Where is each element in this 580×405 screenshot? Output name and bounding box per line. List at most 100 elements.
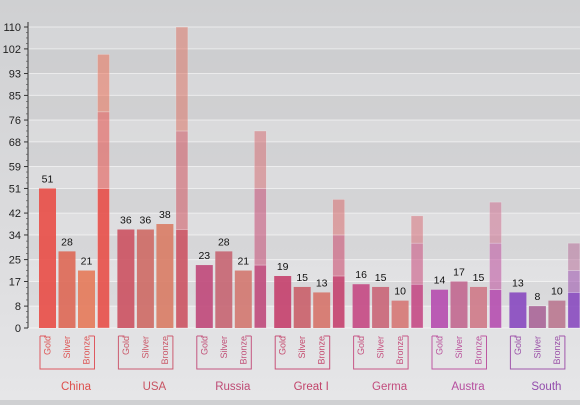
y-tick-label: 68	[9, 137, 21, 149]
medal-label-silver: Silver	[62, 336, 72, 359]
medal-label-gold: Gold	[278, 336, 288, 355]
bar-value-label: 21	[237, 256, 249, 268]
medal-label-bronze: Bronze	[552, 336, 562, 365]
bar-value-label: 14	[434, 275, 446, 287]
grid-band	[28, 27, 580, 49]
stacked-segment-gold[interactable]	[254, 264, 267, 329]
stacked-segment-bronze[interactable]	[567, 242, 580, 271]
category-label: Austra	[451, 381, 485, 393]
y-axis: 0 8 17 25 34 42 51 59 68 76 85 93 102 110	[3, 22, 29, 335]
bar-value-label: 36	[140, 214, 152, 226]
bar-value-label: 10	[394, 286, 406, 298]
medal-label-bronze: Bronze	[474, 336, 484, 365]
bar-bronze[interactable]	[78, 270, 95, 328]
bar-silver[interactable]	[528, 306, 546, 328]
bar-value-label: 13	[316, 277, 328, 289]
bar-value-label: 36	[120, 214, 132, 226]
stacked-segment-gold[interactable]	[489, 289, 502, 329]
stacked-segment-silver[interactable]	[489, 242, 502, 290]
medal-label-gold: Gold	[199, 336, 209, 355]
medal-label-bronze: Bronze	[82, 336, 92, 365]
medal-label-gold: Gold	[121, 336, 131, 355]
bar-gold[interactable]	[509, 292, 527, 328]
bar-gold[interactable]	[117, 229, 135, 328]
bar-silver[interactable]	[58, 251, 76, 328]
stacked-segment-gold[interactable]	[332, 275, 346, 329]
bar-bronze[interactable]	[156, 224, 174, 328]
bar-bronze[interactable]	[313, 292, 331, 328]
y-tick-label: 17	[9, 276, 21, 288]
group-bracket	[353, 336, 409, 370]
stacked-segment-gold[interactable]	[410, 283, 424, 329]
bar-value-label: 8	[534, 291, 540, 303]
bar-bronze[interactable]	[234, 270, 252, 328]
bar-value-label: 15	[375, 272, 387, 284]
bar-bronze[interactable]	[470, 286, 487, 328]
bar-silver[interactable]	[136, 229, 154, 328]
stacked-segment-silver[interactable]	[567, 270, 580, 293]
y-tick-label: 76	[9, 115, 21, 127]
grid-band	[28, 49, 580, 74]
stacked-segment-bronze[interactable]	[332, 199, 346, 236]
medal-label-silver: Silver	[297, 336, 307, 359]
y-tick-label: 42	[9, 208, 21, 220]
group-bracket	[431, 336, 487, 370]
bar-value-label: 15	[296, 272, 308, 284]
y-tick-label: 93	[9, 69, 21, 81]
category-label: South	[531, 381, 561, 393]
y-tick-label: 85	[9, 90, 21, 102]
stacked-segment-silver[interactable]	[332, 234, 346, 277]
stacked-segment-silver[interactable]	[410, 242, 424, 285]
bar-bronze[interactable]	[391, 300, 409, 328]
stacked-segment-silver[interactable]	[175, 130, 189, 230]
grid-band	[28, 120, 580, 142]
medal-label-gold: Gold	[43, 336, 53, 355]
category-label: Germa	[372, 381, 408, 393]
bar-gold[interactable]	[195, 265, 213, 328]
bar-silver[interactable]	[450, 281, 468, 328]
category-label: China	[61, 381, 92, 393]
stacked-segment-bronze[interactable]	[410, 215, 424, 244]
bars-layer	[39, 26, 580, 329]
category-label: Russia	[215, 381, 251, 393]
y-tick-label: 34	[9, 230, 21, 242]
stacked-segment-gold[interactable]	[567, 292, 580, 329]
bar-value-label: 17	[453, 266, 465, 278]
grid-band	[28, 142, 580, 167]
bar-gold[interactable]	[352, 284, 370, 328]
y-tick-label: 110	[3, 22, 21, 34]
stacked-segment-bronze[interactable]	[97, 54, 110, 113]
stacked-segment-gold[interactable]	[97, 188, 110, 329]
y-tick-label: 0	[15, 323, 21, 335]
bar-silver[interactable]	[293, 286, 311, 328]
stacked-segment-silver[interactable]	[254, 188, 267, 266]
bar-silver[interactable]	[372, 286, 390, 328]
stacked-segment-bronze[interactable]	[175, 26, 189, 132]
stacked-segment-bronze[interactable]	[254, 130, 267, 189]
bar-gold[interactable]	[39, 188, 56, 328]
bar-silver[interactable]	[215, 251, 233, 328]
y-tick-label: 59	[9, 162, 21, 174]
grid-band	[28, 166, 580, 189]
stacked-segment-bronze[interactable]	[489, 201, 502, 244]
bar-value-label: 28	[61, 236, 73, 248]
grid-band	[28, 95, 580, 120]
y-tick-label: 51	[9, 183, 21, 195]
bar-bronze[interactable]	[548, 300, 566, 328]
stacked-segment-gold[interactable]	[175, 229, 189, 329]
bar-value-label: 38	[159, 209, 171, 221]
labels-layer: 51 Gold 28 Silver 21 Bronze China 36 Gold 36 Silve…	[39, 173, 566, 393]
bar-value-label: 13	[512, 277, 524, 289]
bar-value-label: 19	[277, 261, 289, 273]
bar-value-label: 15	[473, 272, 485, 284]
bar-value-label: 16	[355, 269, 367, 281]
bar-gold[interactable]	[274, 276, 292, 328]
y-tick-label: 8	[15, 301, 21, 313]
stacked-segment-silver[interactable]	[97, 111, 110, 189]
group-bracket	[509, 336, 566, 370]
category-label: USA	[143, 381, 167, 393]
medal-label-silver: Silver	[532, 336, 542, 359]
bar-gold[interactable]	[431, 289, 448, 328]
